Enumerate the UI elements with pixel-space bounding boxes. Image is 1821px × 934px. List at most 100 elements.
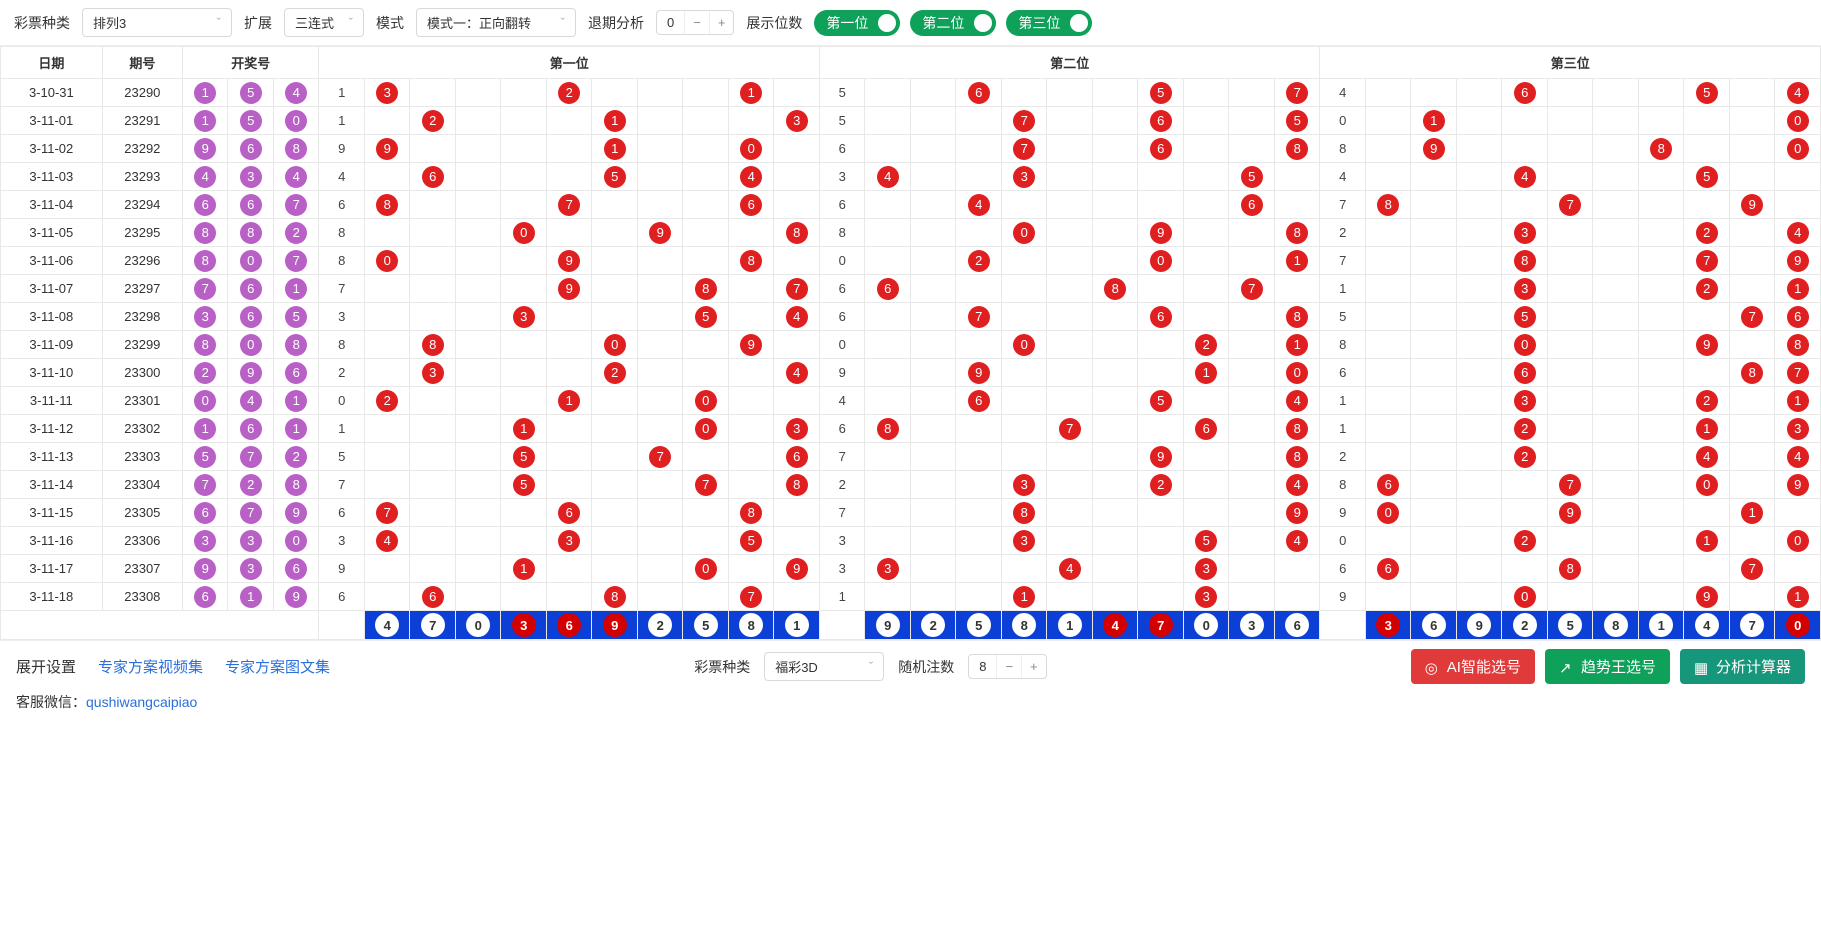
ball: 8 [695, 278, 717, 300]
toggle-pos3[interactable]: 第三位 [1006, 10, 1092, 36]
trend-cell [1638, 387, 1684, 415]
trend-cell [455, 527, 501, 555]
trend-cell [592, 555, 638, 583]
trend-cell [1047, 163, 1093, 191]
pos-value: 1 [319, 415, 365, 443]
ball: 3 [558, 530, 580, 552]
trend-cell [1229, 583, 1275, 611]
ext-select[interactable]: 三连式ˇ [284, 8, 364, 37]
trend-cell [956, 415, 1002, 443]
cell-date: 3-11-15 [1, 499, 103, 527]
ball: 6 [968, 390, 990, 412]
trend-cell [1092, 303, 1138, 331]
tab-article[interactable]: 专家方案图文集 [225, 656, 330, 677]
trend-cell: 9 [1729, 191, 1775, 219]
ball: 0 [1150, 250, 1172, 272]
trend-cell: 4 [1684, 443, 1730, 471]
draw-cell: 1 [182, 79, 228, 107]
trend-cell [364, 415, 410, 443]
trend-cell [774, 163, 820, 191]
trend-cell [1047, 359, 1093, 387]
draw-cell: 1 [273, 387, 319, 415]
trend-cell [1138, 555, 1184, 583]
tab-expand[interactable]: 展开设置 [16, 656, 76, 677]
mode-select[interactable]: 模式一：正向翻转ˇ [416, 8, 576, 37]
ball: 7 [376, 502, 398, 524]
rand-stepper[interactable]: 8 − + [968, 654, 1046, 679]
ball: 6 [1514, 362, 1536, 384]
trend-cell [956, 135, 1002, 163]
cell-issue: 23305 [102, 499, 182, 527]
pos-value: 6 [819, 415, 865, 443]
draw-cell: 5 [273, 303, 319, 331]
pos-value: 5 [819, 79, 865, 107]
pos-value: 1 [1320, 275, 1366, 303]
trend-cell: 4 [1274, 471, 1320, 499]
ball: 9 [1286, 502, 1308, 524]
trend-cell: 9 [1547, 499, 1593, 527]
trend-cell: 3 [1001, 163, 1047, 191]
ball: 6 [194, 586, 216, 608]
trend-cell [637, 359, 683, 387]
toggle-pos2[interactable]: 第二位 [910, 10, 996, 36]
top-toolbar: 彩票种类 排列3ˇ 扩展 三连式ˇ 模式 模式一：正向翻转ˇ 退期分析 0 − … [0, 0, 1821, 45]
trend-cell [1593, 275, 1639, 303]
table-row: 3-11-182330861966871139091 [1, 583, 1821, 611]
trend-cell: 3 [774, 107, 820, 135]
type-select[interactable]: 排列3ˇ [82, 8, 232, 37]
ball: 8 [1013, 502, 1035, 524]
trend-cell: 5 [1183, 527, 1229, 555]
toggle-pos1[interactable]: 第一位 [814, 10, 900, 36]
trend-cell [1593, 107, 1639, 135]
pos-value: 9 [1320, 583, 1366, 611]
trend-cell: 1 [546, 387, 592, 415]
plus-button[interactable]: + [709, 11, 734, 34]
ball: 1 [194, 418, 216, 440]
trend-cell: 7 [728, 583, 774, 611]
retire-stepper[interactable]: 0 − + [656, 10, 734, 35]
trend-cell [1547, 443, 1593, 471]
ball: 7 [1241, 278, 1263, 300]
trend-cell: 2 [1502, 527, 1548, 555]
ball: 2 [285, 222, 307, 244]
trend-cell [1684, 555, 1730, 583]
trend-cell [774, 79, 820, 107]
ball: 5 [1696, 166, 1718, 188]
pos-value: 3 [319, 303, 365, 331]
ball: 2 [422, 110, 444, 132]
ai-button[interactable]: ◎AI智能选号 [1411, 649, 1535, 684]
trend-grid-wrapper[interactable]: 日期 期号 开奖号 第一位 第二位 第三位 3-10-3123290154132… [0, 45, 1821, 640]
ball: 6 [786, 446, 808, 468]
ball: 6 [240, 194, 262, 216]
trend-cell [865, 219, 911, 247]
trend-cell [1365, 303, 1411, 331]
ball: 8 [1286, 306, 1308, 328]
minus-button[interactable]: − [684, 11, 709, 34]
pos-value: 6 [319, 191, 365, 219]
trend-cell: 8 [1729, 359, 1775, 387]
trend-cell [1229, 499, 1275, 527]
ball: 0 [285, 530, 307, 552]
pos-value: 7 [1320, 191, 1366, 219]
ball: 1 [1696, 418, 1718, 440]
plus-button[interactable]: + [1021, 655, 1046, 678]
tab-video[interactable]: 专家方案视频集 [98, 656, 203, 677]
ball: 8 [285, 334, 307, 356]
summary-cell: 2 [910, 611, 956, 640]
ball: 0 [604, 334, 626, 356]
trend-cell [910, 135, 956, 163]
trend-cell [865, 331, 911, 359]
trend-cell [410, 79, 456, 107]
calc-button[interactable]: ▦分析计算器 [1680, 649, 1805, 684]
trend-cell: 3 [501, 303, 547, 331]
trend-cell [1502, 191, 1548, 219]
minus-button[interactable]: − [996, 655, 1021, 678]
trend-button[interactable]: ↗趋势王选号 [1545, 649, 1670, 684]
trend-cell [728, 555, 774, 583]
trend-cell [774, 527, 820, 555]
cell-issue: 23290 [102, 79, 182, 107]
trend-cell [728, 359, 774, 387]
trend-cell [1684, 303, 1730, 331]
bottom-type-select[interactable]: 福彩3Dˇ [764, 652, 884, 681]
trend-cell: 8 [728, 499, 774, 527]
